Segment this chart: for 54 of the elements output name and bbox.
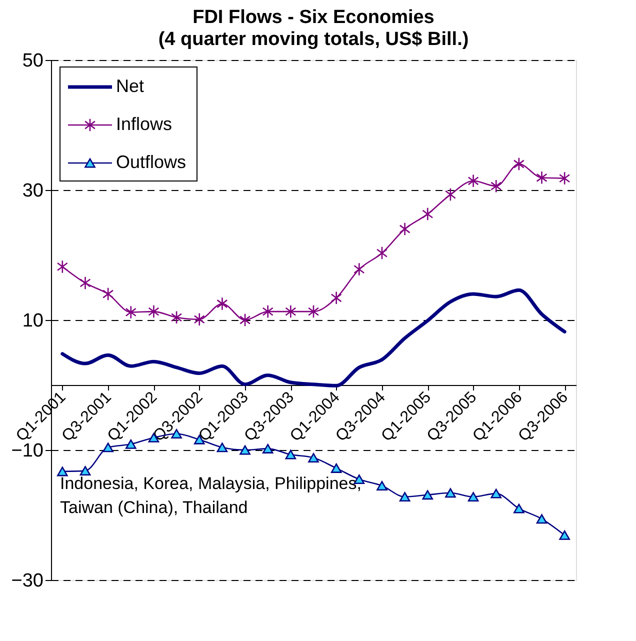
point [399, 222, 410, 236]
point [468, 492, 479, 502]
point [513, 157, 524, 171]
point [285, 450, 296, 460]
point [468, 174, 479, 188]
point [126, 439, 136, 449]
chart-title: FDI Flows - Six Economies [192, 7, 434, 28]
point [490, 179, 502, 193]
point [102, 442, 114, 452]
point [216, 442, 228, 452]
point [216, 296, 228, 311]
point [422, 490, 434, 500]
point [240, 445, 250, 455]
point [80, 466, 91, 476]
point [308, 304, 320, 318]
point [148, 304, 160, 318]
point [536, 170, 548, 184]
y-tick-label: −10 [11, 440, 44, 462]
point [376, 480, 388, 491]
point [80, 276, 91, 290]
point [102, 287, 114, 301]
legend-label: Net [116, 76, 144, 96]
chart-subtitle: (4 quarter moving totals, US$ Bill.) [158, 29, 469, 50]
point [354, 262, 365, 276]
point [422, 207, 434, 221]
point [330, 291, 342, 305]
point [125, 305, 136, 319]
point [559, 530, 570, 540]
point [56, 260, 68, 274]
point [262, 304, 274, 318]
point [376, 246, 388, 260]
line-series [60, 288, 566, 388]
point [285, 304, 296, 318]
point [57, 466, 68, 476]
legend-label: Inflows [116, 114, 172, 134]
point [170, 310, 182, 324]
point [536, 514, 548, 524]
annotation: Indonesia, Korea, Malaysia, Philippines, Taiwan (China), Thailand [60, 474, 362, 517]
y-tick-label: −30 [11, 570, 44, 592]
point [262, 444, 274, 454]
point [514, 504, 524, 514]
point [194, 312, 205, 326]
y-tick-label: 10 [22, 310, 44, 332]
point [490, 488, 502, 498]
point [559, 172, 570, 186]
point [445, 488, 456, 498]
point [399, 492, 410, 502]
y-tick-label: 30 [22, 180, 44, 202]
legend-label: Outflows [116, 152, 186, 172]
point [308, 453, 319, 463]
point [444, 188, 456, 202]
point [239, 313, 251, 327]
y-tick-label: 50 [22, 50, 44, 72]
point [330, 463, 342, 473]
